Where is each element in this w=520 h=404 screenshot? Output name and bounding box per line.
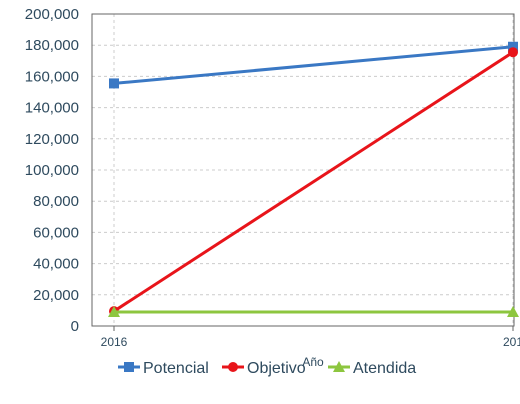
x-axis-title: Año	[302, 355, 324, 369]
series-line-objetivo	[113, 50, 514, 313]
data-point-atendida	[108, 305, 120, 317]
data-point-potencial	[109, 78, 119, 89]
series-potencial	[109, 41, 518, 89]
legend[interactable]: Potencial Objetivo Atendida	[118, 360, 416, 377]
y-tick-label: 20,000	[33, 287, 79, 304]
series-lines	[108, 41, 519, 317]
legend-item-potencial[interactable]: Potencial	[118, 360, 209, 377]
grid-lines	[92, 14, 514, 326]
series-objetivo	[109, 47, 518, 317]
x-axis-ticks: 2016 201	[101, 326, 520, 349]
y-tick-label: 160,000	[25, 68, 79, 85]
y-tick-label: 80,000	[33, 193, 79, 210]
y-tick-label: 100,000	[25, 162, 79, 179]
legend-marker-potencial	[124, 362, 134, 372]
series-line-potencial	[113, 45, 514, 85]
y-tick-label: 120,000	[25, 131, 79, 148]
y-tick-label: 40,000	[33, 256, 79, 273]
y-tick-label: 60,000	[33, 224, 79, 241]
y-axis-ticks: 200,000 180,000 160,000 140,000 120,000 100,0…	[25, 6, 79, 335]
legend-label-potencial: Potencial	[143, 360, 209, 377]
data-point-atendida	[507, 305, 519, 317]
legend-marker-atendida	[333, 361, 345, 372]
legend-label-atendida: Atendida	[353, 360, 416, 377]
y-tick-label: 140,000	[25, 100, 79, 117]
legend-item-objetivo[interactable]: Objetivo	[222, 360, 306, 377]
legend-marker-objetivo	[228, 362, 238, 372]
y-tick-label: 0	[71, 318, 79, 335]
y-tick-label: 180,000	[25, 37, 79, 54]
y-tick-label: 200,000	[25, 6, 79, 23]
data-point-objetivo	[508, 47, 518, 58]
series-atendida	[108, 305, 519, 317]
legend-item-atendida[interactable]: Atendida	[328, 360, 416, 377]
legend-label-objetivo: Objetivo	[247, 360, 306, 377]
x-tick-label: 201	[503, 335, 520, 349]
data-point-potencial	[508, 41, 518, 52]
x-tick-label: 2016	[101, 335, 128, 349]
